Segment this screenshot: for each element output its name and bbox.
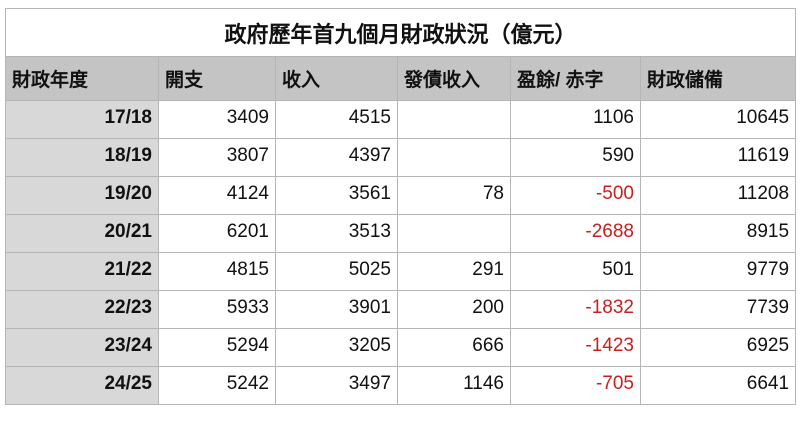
table-row: 22/23 5933 3901 200 -1832 7739 (5, 290, 797, 329)
value-cell: 5025 (275, 252, 398, 291)
table-row: 23/24 5294 3205 666 -1423 6925 (5, 328, 797, 367)
value-cell: -2688 (510, 214, 641, 253)
column-header: 財政年度 (5, 56, 159, 101)
value-cell: 3205 (275, 328, 398, 367)
value-cell (397, 214, 511, 253)
fiscal-year-cell: 21/22 (5, 252, 159, 291)
value-cell: 3497 (275, 366, 398, 405)
fiscal-year-cell: 17/18 (5, 100, 159, 139)
value-cell: 1106 (510, 100, 641, 139)
fiscal-year-cell: 24/25 (5, 366, 159, 405)
value-cell: 3807 (158, 138, 276, 177)
value-cell: 6201 (158, 214, 276, 253)
column-header: 財政儲備 (639, 56, 797, 101)
value-cell: 666 (397, 328, 511, 367)
column-header: 發債收入 (397, 56, 511, 101)
value-cell: 3513 (275, 214, 398, 253)
table-row: 21/22 4815 5025 291 501 9779 (5, 252, 797, 291)
table-title: 政府歷年首九個月財政狀況（億元） (4, 8, 797, 57)
value-cell: -1832 (510, 290, 641, 329)
value-cell: 10645 (639, 100, 797, 139)
column-header: 盈餘/ 赤字 (510, 56, 641, 101)
fiscal-year-cell: 20/21 (5, 214, 159, 253)
value-cell: 7739 (639, 290, 797, 329)
value-cell: 5933 (158, 290, 276, 329)
value-cell: 11619 (639, 138, 797, 177)
value-cell: 5242 (158, 366, 276, 405)
fiscal-year-cell: 23/24 (5, 328, 159, 367)
fiscal-table: 政府歷年首九個月財政狀況（億元） 財政年度 開支 收入 發債收入 盈餘/ 赤字 財政儲備 … (4, 8, 797, 405)
value-cell: 6641 (639, 366, 797, 405)
value-cell: 78 (397, 176, 511, 215)
value-cell: 4815 (158, 252, 276, 291)
value-cell: 3561 (275, 176, 398, 215)
value-cell (397, 100, 511, 139)
value-cell: 501 (510, 252, 641, 291)
table-row: 19/20 4124 3561 78 -500 11208 (5, 176, 797, 215)
value-cell: 8915 (639, 214, 797, 253)
value-cell: 1146 (397, 366, 511, 405)
fiscal-year-cell: 18/19 (5, 138, 159, 177)
value-cell: 11208 (639, 176, 797, 215)
value-cell: 9779 (639, 252, 797, 291)
value-cell: 5294 (158, 328, 276, 367)
value-cell: -500 (510, 176, 641, 215)
value-cell: -1423 (510, 328, 641, 367)
table-row: 18/19 3807 4397 590 11619 (5, 138, 797, 177)
value-cell (397, 138, 511, 177)
value-cell: 3409 (158, 100, 276, 139)
table-row: 24/25 5242 3497 1146 -705 6641 (5, 366, 797, 405)
value-cell: -705 (510, 366, 641, 405)
value-cell: 200 (397, 290, 511, 329)
fiscal-year-cell: 19/20 (5, 176, 159, 215)
column-header: 開支 (158, 56, 276, 101)
table-row: 20/21 6201 3513 -2688 8915 (5, 214, 797, 253)
value-cell: 3901 (275, 290, 398, 329)
value-cell: 590 (510, 138, 641, 177)
column-header: 收入 (275, 56, 398, 101)
fiscal-year-cell: 22/23 (5, 290, 159, 329)
value-cell: 4124 (158, 176, 276, 215)
value-cell: 291 (397, 252, 511, 291)
value-cell: 4397 (275, 138, 398, 177)
table-row: 17/18 3409 4515 1106 10645 (5, 100, 797, 139)
value-cell: 4515 (275, 100, 398, 139)
value-cell: 6925 (639, 328, 797, 367)
